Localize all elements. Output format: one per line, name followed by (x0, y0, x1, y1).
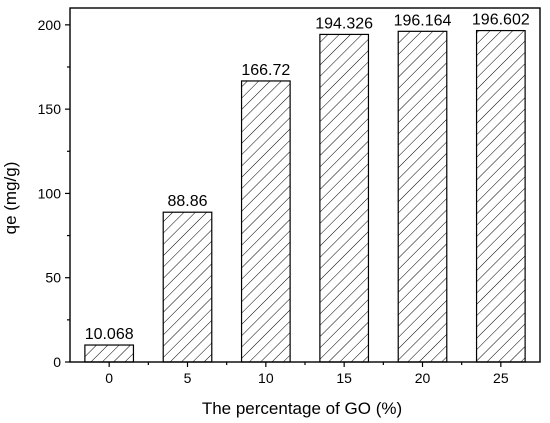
bar-20 (397, 30, 448, 363)
data-label-0: 10.068 (85, 326, 134, 343)
bar-5 (162, 211, 213, 363)
bar-25 (475, 29, 526, 363)
data-label-25: 196.602 (472, 12, 530, 29)
x-tick-label-0: 0 (105, 370, 113, 386)
data-label-20: 196.164 (394, 12, 452, 29)
data-label-15: 194.326 (315, 15, 373, 32)
bars-layer (84, 29, 526, 363)
y-axis-title: qe (mg/g) (1, 162, 20, 235)
y-tick-label-100: 100 (38, 185, 62, 201)
y-tick-label-200: 200 (38, 17, 62, 33)
bar-15 (319, 33, 370, 363)
data-labels-layer: 10.068 88.86 166.72 194.326 196.164 196.602 (85, 12, 530, 343)
bar-10 (240, 80, 291, 363)
y-tick-label-0: 0 (53, 354, 61, 370)
data-label-5: 88.86 (167, 193, 207, 210)
x-tick-label-25: 25 (493, 370, 509, 386)
data-label-10: 166.72 (241, 62, 290, 79)
x-tick-label-5: 5 (184, 370, 192, 386)
x-tick-label-20: 20 (415, 370, 431, 386)
y-tick-label-150: 150 (38, 101, 62, 117)
x-tick-label-10: 10 (258, 370, 274, 386)
y-tick-label-50: 50 (45, 270, 61, 286)
plot-frame (69, 7, 541, 363)
x-tick-label-15: 15 (336, 370, 352, 386)
bar-0 (84, 344, 135, 363)
x-axis-title: The percentage of GO (%) (202, 399, 402, 418)
axes-layer: 0 5 10 15 20 25 0 50 100 150 200 (38, 7, 541, 386)
